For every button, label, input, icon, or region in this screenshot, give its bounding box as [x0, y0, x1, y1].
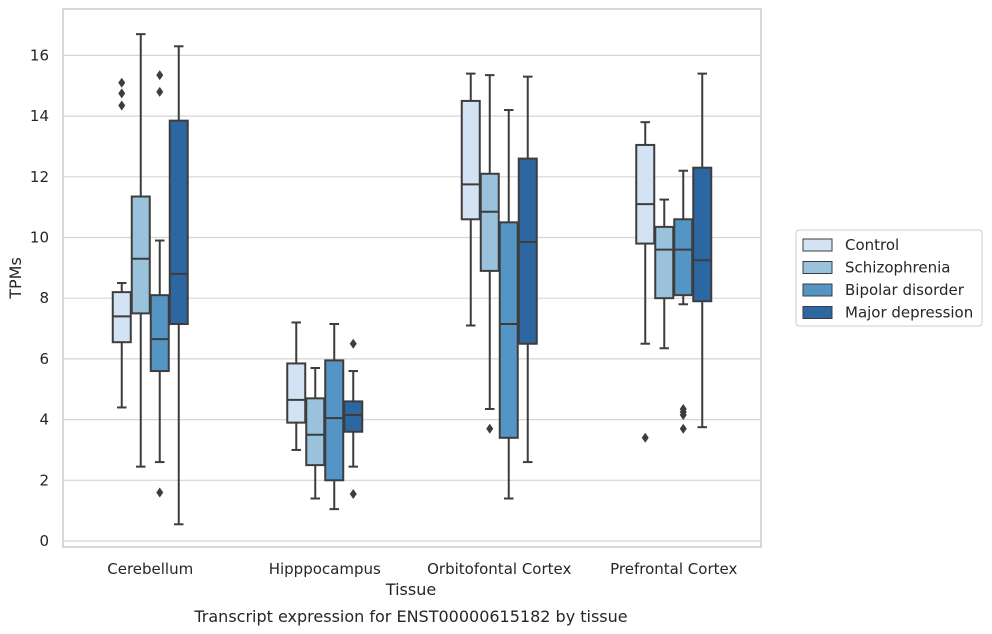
legend-label: Major depression — [845, 304, 973, 322]
x-tick-label: Prefrontal Cortex — [610, 560, 737, 578]
legend-swatch — [802, 283, 833, 297]
y-axis-title: TPMs — [6, 257, 25, 300]
outlier-point — [156, 487, 164, 498]
box-iqr — [130, 195, 151, 315]
outlier-point — [349, 338, 357, 349]
y-tick-labels: 0 2 4 6 8 10 12 14 16 — [30, 46, 49, 550]
box-iqr — [343, 400, 364, 433]
box-3-1 — [654, 198, 675, 350]
x-tick-label: Hipppocampus — [269, 560, 381, 578]
box-iqr — [168, 119, 189, 325]
outlier-point — [641, 432, 649, 443]
x-tick-label: Orbitofontal Cortex — [427, 560, 571, 578]
box-2-3 — [517, 75, 538, 464]
box-0-1 — [130, 33, 151, 468]
y-tick-label: 10 — [30, 229, 49, 247]
box-iqr — [498, 221, 519, 439]
legend-label: Control — [845, 236, 899, 254]
y-tick-label: 14 — [30, 107, 49, 125]
outlier-point — [118, 88, 126, 99]
x-axis-title: Tissue — [385, 580, 436, 599]
box-1-2 — [324, 322, 345, 511]
outlier-point — [679, 423, 687, 434]
box-iqr — [673, 218, 694, 297]
box-iqr — [654, 225, 675, 300]
outlier-point — [118, 100, 126, 111]
y-tick-label: 16 — [30, 46, 49, 64]
y-tick-label: 12 — [30, 168, 49, 186]
legend-swatch — [802, 261, 833, 274]
legend: Control Schizophrenia Bipolar disorder Majo… — [795, 229, 983, 327]
legend-label: Bipolar disorder — [845, 281, 965, 299]
box-groups — [111, 33, 713, 526]
box-2-2 — [498, 109, 519, 500]
outlier-point — [679, 403, 687, 414]
x-tick-labels: Cerebellum Hipppocampus Orbitofontal Corte… — [107, 560, 737, 578]
y-tick-label: 6 — [39, 350, 49, 368]
outlier-point — [349, 488, 357, 499]
box-iqr — [324, 359, 345, 482]
box-2-1 — [479, 74, 500, 434]
y-tick-label: 4 — [39, 411, 49, 429]
box-3-2 — [673, 169, 694, 434]
outlier-point — [486, 423, 494, 434]
box-1-0 — [286, 321, 307, 451]
legend-swatch — [802, 238, 833, 252]
box-2-0 — [460, 72, 481, 327]
box-0-2 — [149, 70, 170, 498]
figure-caption: Transcript expression for ENST0000061518… — [193, 607, 627, 626]
box-iqr — [305, 397, 326, 467]
box-iqr — [635, 143, 656, 245]
box-0-3 — [168, 45, 189, 526]
legend-items: Control Schizophrenia Bipolar disorder Majo… — [802, 236, 973, 322]
box-iqr — [286, 362, 307, 424]
y-tick-label: 8 — [39, 289, 49, 307]
box-3-3 — [692, 72, 713, 429]
box-0-0 — [111, 77, 132, 409]
legend-frame — [795, 229, 983, 327]
legend-swatch — [802, 306, 833, 319]
y-tick-label: 0 — [39, 532, 49, 550]
outlier-point — [118, 77, 126, 88]
x-tick-label: Cerebellum — [107, 560, 193, 578]
plot-frame — [62, 8, 762, 548]
box-iqr — [692, 166, 713, 303]
outlier-point — [156, 70, 164, 81]
box-1-3 — [343, 338, 364, 499]
box-iqr — [149, 294, 170, 373]
box-iqr — [460, 99, 481, 221]
y-tick-label: 2 — [39, 471, 49, 489]
outlier-point — [156, 86, 164, 97]
box-iqr — [517, 157, 538, 345]
box-3-0 — [635, 121, 656, 443]
box-iqr — [479, 172, 500, 272]
legend-label: Schizophrenia — [845, 259, 950, 277]
